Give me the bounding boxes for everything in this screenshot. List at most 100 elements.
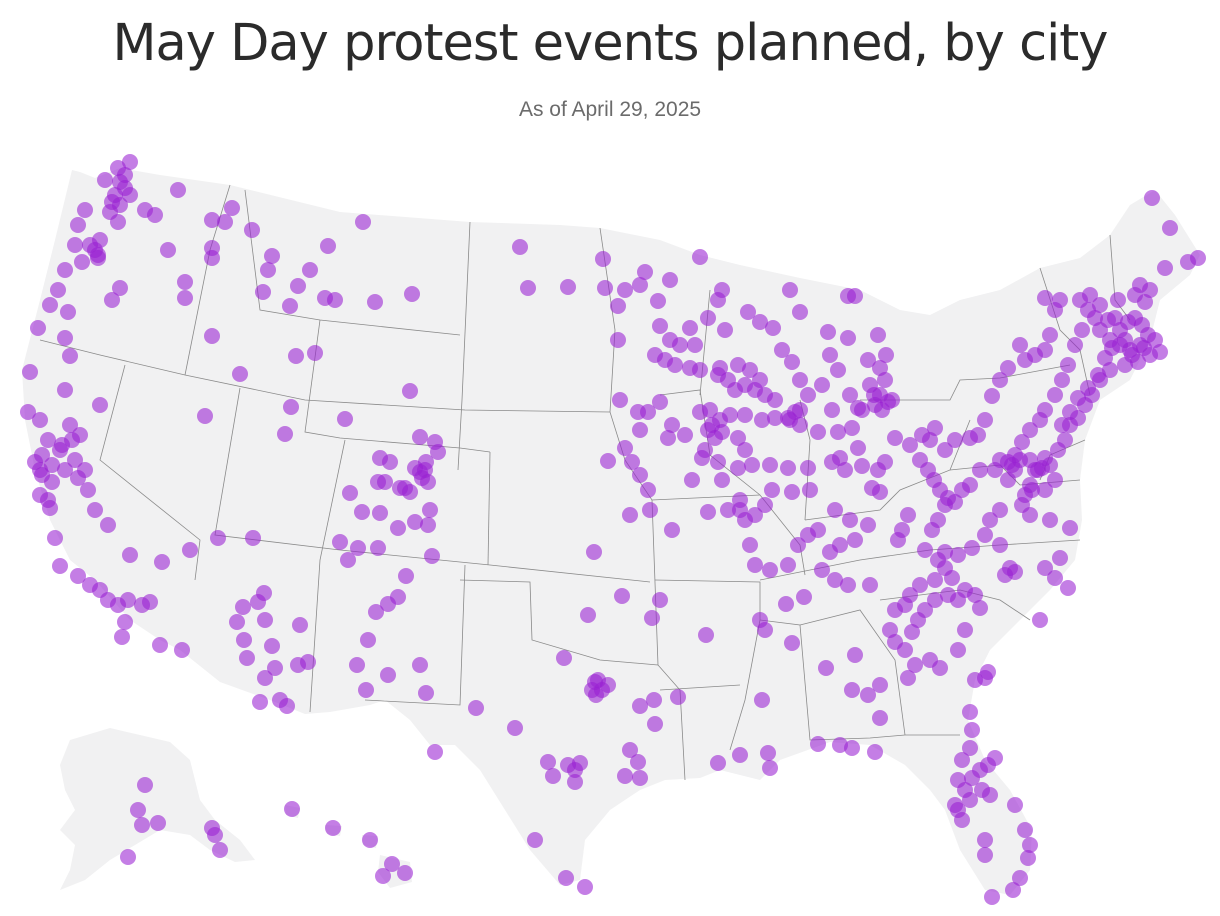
event-dot (877, 454, 893, 470)
event-dot (50, 282, 66, 298)
event-dot (257, 612, 273, 628)
event-dot (370, 474, 386, 490)
event-dot (714, 472, 730, 488)
event-dot (1022, 422, 1038, 438)
event-dot (114, 629, 130, 645)
event-dot (52, 558, 68, 574)
event-dot (957, 622, 973, 638)
event-dot (1007, 564, 1023, 580)
event-dot (264, 248, 280, 264)
event-dot (257, 670, 273, 686)
event-dot (279, 698, 295, 714)
event-dot (867, 397, 883, 413)
event-dot (284, 801, 300, 817)
event-dot (977, 527, 993, 543)
event-dot (1110, 292, 1126, 308)
event-dot (964, 722, 980, 738)
event-dot (1142, 282, 1158, 298)
event-dot (244, 222, 260, 238)
event-dot (1042, 512, 1058, 528)
event-dot (962, 740, 978, 756)
event-dot (1037, 290, 1053, 306)
event-dot (520, 280, 536, 296)
event-dot (325, 820, 341, 836)
event-dot (70, 568, 86, 584)
event-dot (236, 632, 252, 648)
event-dot (540, 754, 556, 770)
event-dot (972, 600, 988, 616)
event-dot (147, 207, 163, 223)
event-dot (880, 394, 896, 410)
event-dot (617, 282, 633, 298)
event-dot (900, 670, 916, 686)
event-dot (586, 544, 602, 560)
event-dot (182, 542, 198, 558)
event-dot (355, 214, 371, 230)
event-dot (264, 638, 280, 654)
event-dot (790, 537, 806, 553)
event-dot (104, 292, 120, 308)
event-dot (1032, 612, 1048, 628)
event-dot (820, 324, 836, 340)
event-dot (652, 592, 668, 608)
event-dot (670, 689, 686, 705)
event-dot (1082, 287, 1098, 303)
event-dot (682, 320, 698, 336)
event-dot (927, 572, 943, 588)
event-dot (375, 868, 391, 884)
event-dot (1000, 360, 1016, 376)
event-dot (1102, 362, 1118, 378)
event-dot (1042, 327, 1058, 343)
event-dot (418, 685, 434, 701)
event-dot (130, 802, 146, 818)
event-dot (1024, 482, 1040, 498)
event-dot (720, 502, 736, 518)
event-dot (380, 667, 396, 683)
event-dot (424, 548, 440, 564)
event-dot (152, 637, 168, 653)
event-dot (872, 360, 888, 376)
event-dot (927, 420, 943, 436)
event-dot (742, 362, 758, 378)
event-dot (664, 417, 680, 433)
event-dot (117, 614, 133, 630)
event-dot (527, 832, 543, 848)
event-dot (283, 399, 299, 415)
event-dot (912, 577, 928, 593)
event-dot (927, 592, 943, 608)
event-dot (1136, 340, 1152, 356)
event-dot (1062, 404, 1078, 420)
event-dot (900, 507, 916, 523)
event-dot (662, 272, 678, 288)
event-dot (710, 292, 726, 308)
map-subtitle: As of April 29, 2025 (518, 98, 702, 121)
event-dot (827, 502, 843, 518)
event-dot (967, 587, 983, 603)
event-dot (512, 239, 528, 255)
event-dot (757, 497, 773, 513)
event-dot (427, 744, 443, 760)
event-dot (252, 694, 268, 710)
event-dot (847, 647, 863, 663)
event-dot (897, 642, 913, 658)
event-dot (62, 348, 78, 364)
event-dot (150, 815, 166, 831)
event-dot (612, 392, 628, 408)
event-dot (70, 217, 86, 233)
event-dot (67, 237, 83, 253)
event-dot (792, 372, 808, 388)
event-dot (860, 352, 876, 368)
event-dot (917, 602, 933, 618)
event-dot (830, 362, 846, 378)
event-dot (204, 328, 220, 344)
event-dot (134, 817, 150, 833)
event-dot (647, 716, 663, 732)
event-dot (964, 540, 980, 556)
event-dot (814, 377, 830, 393)
event-dot (360, 632, 376, 648)
event-dot (97, 172, 113, 188)
event-dot (784, 354, 800, 370)
event-dot (245, 530, 261, 546)
event-dot (60, 304, 76, 320)
event-dot (860, 687, 876, 703)
